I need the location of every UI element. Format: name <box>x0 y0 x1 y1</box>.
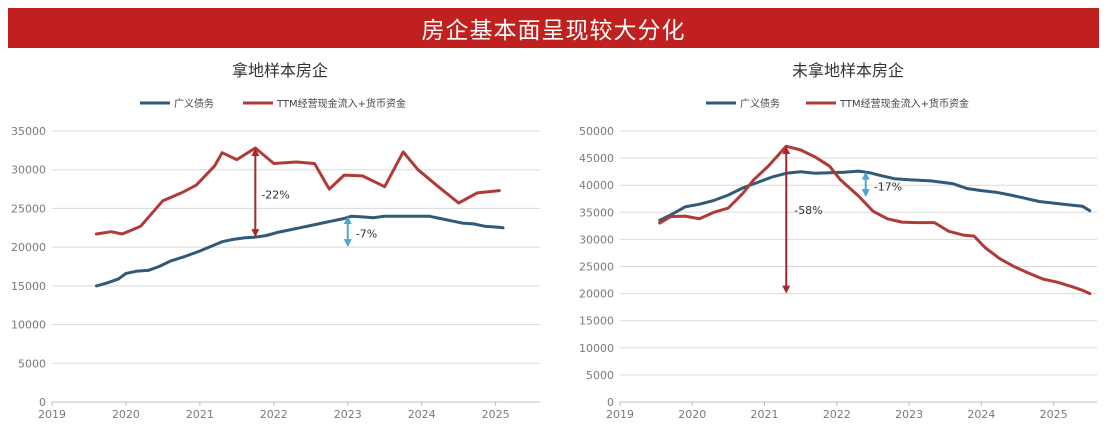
x-tick-label: 2022 <box>823 408 851 421</box>
legend-label: 广义债务 <box>174 97 214 110</box>
y-tick-label: 30000 <box>579 233 614 246</box>
y-tick-label: 20000 <box>579 288 614 301</box>
y-tick-label: 10000 <box>11 319 46 332</box>
legend-label: 广义债务 <box>740 97 780 110</box>
y-tick-label: 10000 <box>579 342 614 355</box>
y-tick-label: 35000 <box>11 125 46 138</box>
annotation-label: -7% <box>356 228 377 241</box>
x-tick-label: 2023 <box>334 408 362 421</box>
x-tick-label: 2024 <box>967 408 995 421</box>
annotation-label: -58% <box>794 204 822 217</box>
y-tick-label: 20000 <box>11 241 46 254</box>
y-tick-label: 35000 <box>579 206 614 219</box>
y-tick-label: 25000 <box>579 261 614 274</box>
x-tick-label: 2019 <box>38 408 66 421</box>
y-tick-label: 5000 <box>586 369 614 382</box>
x-tick-label: 2025 <box>482 408 510 421</box>
series-line-cash <box>658 144 1092 296</box>
chart-title: 未拿地样本房企 <box>792 61 904 80</box>
banner-title: 房企基本面呈现较大分化 <box>8 8 1099 48</box>
y-tick-label: 0 <box>39 396 46 409</box>
y-tick-label: 45000 <box>579 152 614 165</box>
x-tick-label: 2022 <box>260 408 288 421</box>
y-tick-label: 25000 <box>11 202 46 215</box>
x-tick-label: 2024 <box>408 408 436 421</box>
legend-label: TTM经营现金流入+货币资金 <box>839 97 969 110</box>
x-tick-label: 2021 <box>186 408 214 421</box>
y-tick-label: 0 <box>607 396 614 409</box>
y-tick-label: 40000 <box>579 179 614 192</box>
x-tick-label: 2020 <box>678 408 706 421</box>
y-tick-label: 15000 <box>579 315 614 328</box>
y-tick-label: 30000 <box>11 164 46 177</box>
legend-label: TTM经营现金流入+货币资金 <box>276 97 406 110</box>
y-tick-label: 5000 <box>18 357 46 370</box>
annotation-label: -22% <box>261 189 289 202</box>
chart-title: 拿地样本房企 <box>232 61 328 80</box>
y-tick-label: 50000 <box>579 125 614 138</box>
x-tick-label: 2019 <box>606 408 634 421</box>
x-tick-label: 2020 <box>112 408 140 421</box>
annotation-label: -17% <box>874 180 902 193</box>
series-line-debt <box>94 214 505 288</box>
x-tick-label: 2021 <box>751 408 779 421</box>
x-tick-label: 2025 <box>1040 408 1068 421</box>
y-tick-label: 15000 <box>11 280 46 293</box>
series-line-cash <box>94 146 501 236</box>
x-tick-label: 2023 <box>895 408 923 421</box>
